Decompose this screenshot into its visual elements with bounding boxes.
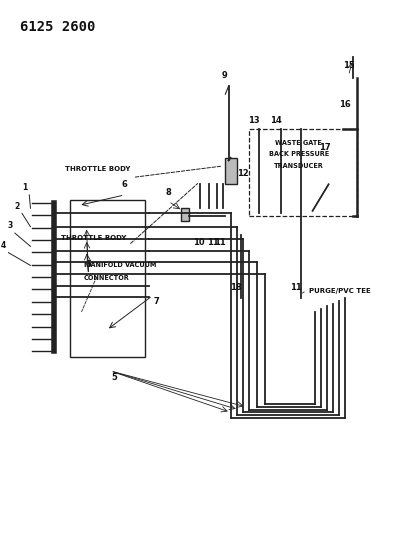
Text: BACK PRESSURE: BACK PRESSURE: [268, 151, 328, 157]
Text: 11: 11: [206, 238, 218, 247]
Text: 7: 7: [153, 297, 159, 305]
Text: 5: 5: [111, 374, 117, 383]
Text: 11: 11: [213, 238, 225, 247]
Text: 17: 17: [318, 143, 330, 152]
Text: TRANSDUCER: TRANSDUCER: [273, 163, 323, 169]
Text: 16: 16: [338, 100, 350, 109]
Text: MANIFOLD VACUUM: MANIFOLD VACUUM: [83, 262, 156, 268]
Text: 2: 2: [15, 202, 20, 211]
Text: 6: 6: [121, 180, 127, 189]
Text: 8: 8: [165, 188, 171, 197]
Text: THROTTLE BODY: THROTTLE BODY: [65, 166, 130, 172]
Text: 4: 4: [0, 240, 5, 249]
Text: CONNECTOR: CONNECTOR: [83, 274, 129, 281]
Bar: [224, 158, 236, 184]
Bar: [70, 200, 144, 357]
Text: 5: 5: [85, 260, 91, 269]
Text: 15: 15: [342, 61, 354, 70]
Text: 11: 11: [289, 284, 301, 293]
Bar: [248, 128, 356, 216]
Text: 18: 18: [229, 284, 240, 293]
Text: PURGE/PVC TEE: PURGE/PVC TEE: [308, 288, 369, 294]
Text: 6125 2600: 6125 2600: [20, 20, 96, 34]
Text: 9: 9: [221, 71, 227, 80]
Text: 3: 3: [7, 221, 13, 230]
Text: 13: 13: [247, 116, 258, 125]
Text: 12: 12: [237, 169, 249, 179]
Text: THROTTLE BODY: THROTTLE BODY: [61, 235, 126, 241]
Text: 14: 14: [269, 116, 281, 125]
Bar: [180, 208, 188, 221]
Text: 1: 1: [22, 183, 27, 192]
Text: 10: 10: [193, 238, 204, 247]
Text: WASTE GATE: WASTE GATE: [274, 140, 321, 146]
